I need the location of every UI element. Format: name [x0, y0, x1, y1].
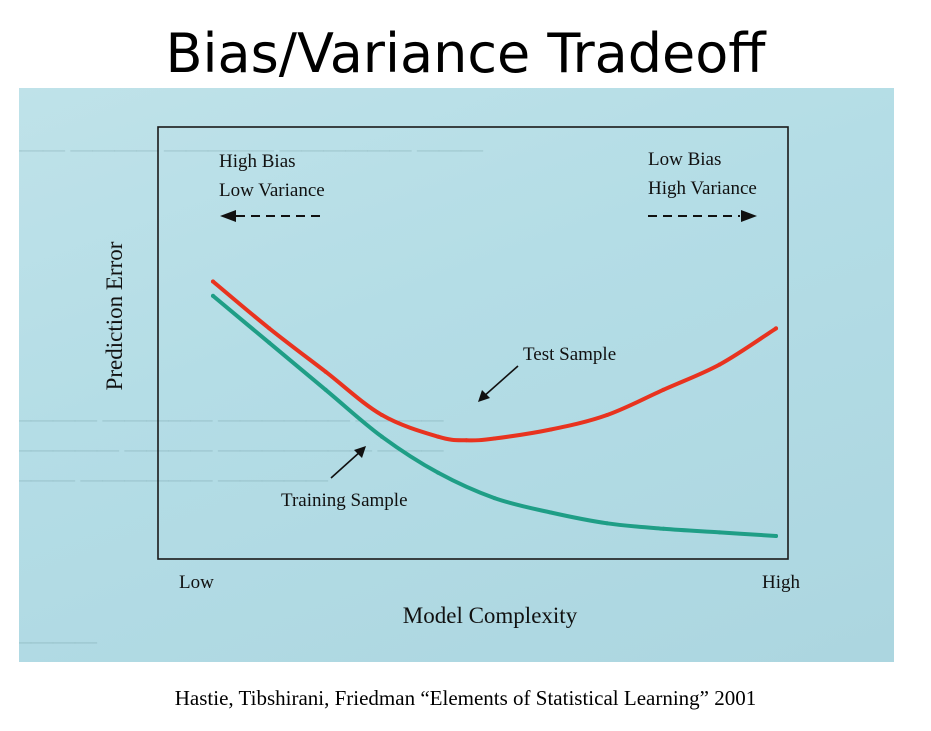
- training-sample-point-3: [379, 434, 384, 439]
- training-sample-curve: [211, 293, 778, 538]
- training-sample-point-8: [661, 526, 666, 531]
- bleed-through-text: ——— ———— ————— —————— ———: [19, 136, 483, 161]
- x-tick-high: High: [762, 572, 801, 593]
- test-sample-point-9: [661, 387, 666, 392]
- training-sample-point-2: [323, 387, 328, 392]
- curve-points: [211, 279, 778, 538]
- test-sample-point-8: [605, 413, 610, 417]
- test-sample-point-1: [267, 326, 272, 331]
- test-sample-point-4: [436, 434, 441, 439]
- region-left-line-1: High Bias: [219, 151, 296, 172]
- region-right-line-2: High Variance: [648, 178, 757, 199]
- x-tick-low: Low: [179, 572, 214, 593]
- region-right-line-1: Low Bias: [648, 149, 721, 170]
- bleed-through-text: ————: [19, 628, 97, 653]
- training-sample-pointer: [330, 446, 366, 479]
- training-sample-point-4: [436, 470, 441, 475]
- training-sample-point-6: [548, 510, 553, 515]
- citation-caption: Hastie, Tibshirani, Friedman “Elements o…: [174, 686, 757, 710]
- plot-frame: [157, 126, 789, 560]
- training-sample-point-0: [211, 293, 215, 298]
- test-sample-point-10: [717, 362, 722, 367]
- training-sample-point-1: [267, 340, 272, 345]
- x-axis-label: Model Complexity: [403, 603, 578, 628]
- test-sample-point-2: [323, 369, 328, 374]
- test-sample-point-3: [379, 413, 384, 417]
- test-sample-pointer: [478, 365, 519, 402]
- bleed-through-text: ————— ———— ——————— ———: [19, 436, 444, 461]
- test-sample-point-11: [774, 326, 778, 331]
- y-axis-label: Prediction Error: [102, 241, 127, 390]
- slide-title: Bias/Variance Tradeoff: [165, 22, 766, 85]
- training-sample-point-9: [717, 530, 722, 535]
- region-left-line-2: Low Variance: [219, 180, 325, 201]
- test-sample-point-5: [464, 438, 469, 443]
- bleed-through-text: ——— —————— —————: [19, 466, 328, 491]
- training-sample-point-10: [774, 534, 778, 538]
- training-sample-point-7: [605, 521, 610, 526]
- test-sample-label: Test Sample: [523, 344, 616, 365]
- region-right-arrow: [648, 210, 757, 222]
- training-sample-point-5: [492, 496, 497, 501]
- test-sample-curve: [211, 279, 778, 443]
- training-sample-label: Training Sample: [281, 490, 408, 511]
- region-left-arrow: [220, 210, 322, 222]
- test-sample-point-7: [548, 427, 553, 432]
- test-sample-point-6: [492, 436, 497, 441]
- test-sample-point-0: [211, 279, 215, 284]
